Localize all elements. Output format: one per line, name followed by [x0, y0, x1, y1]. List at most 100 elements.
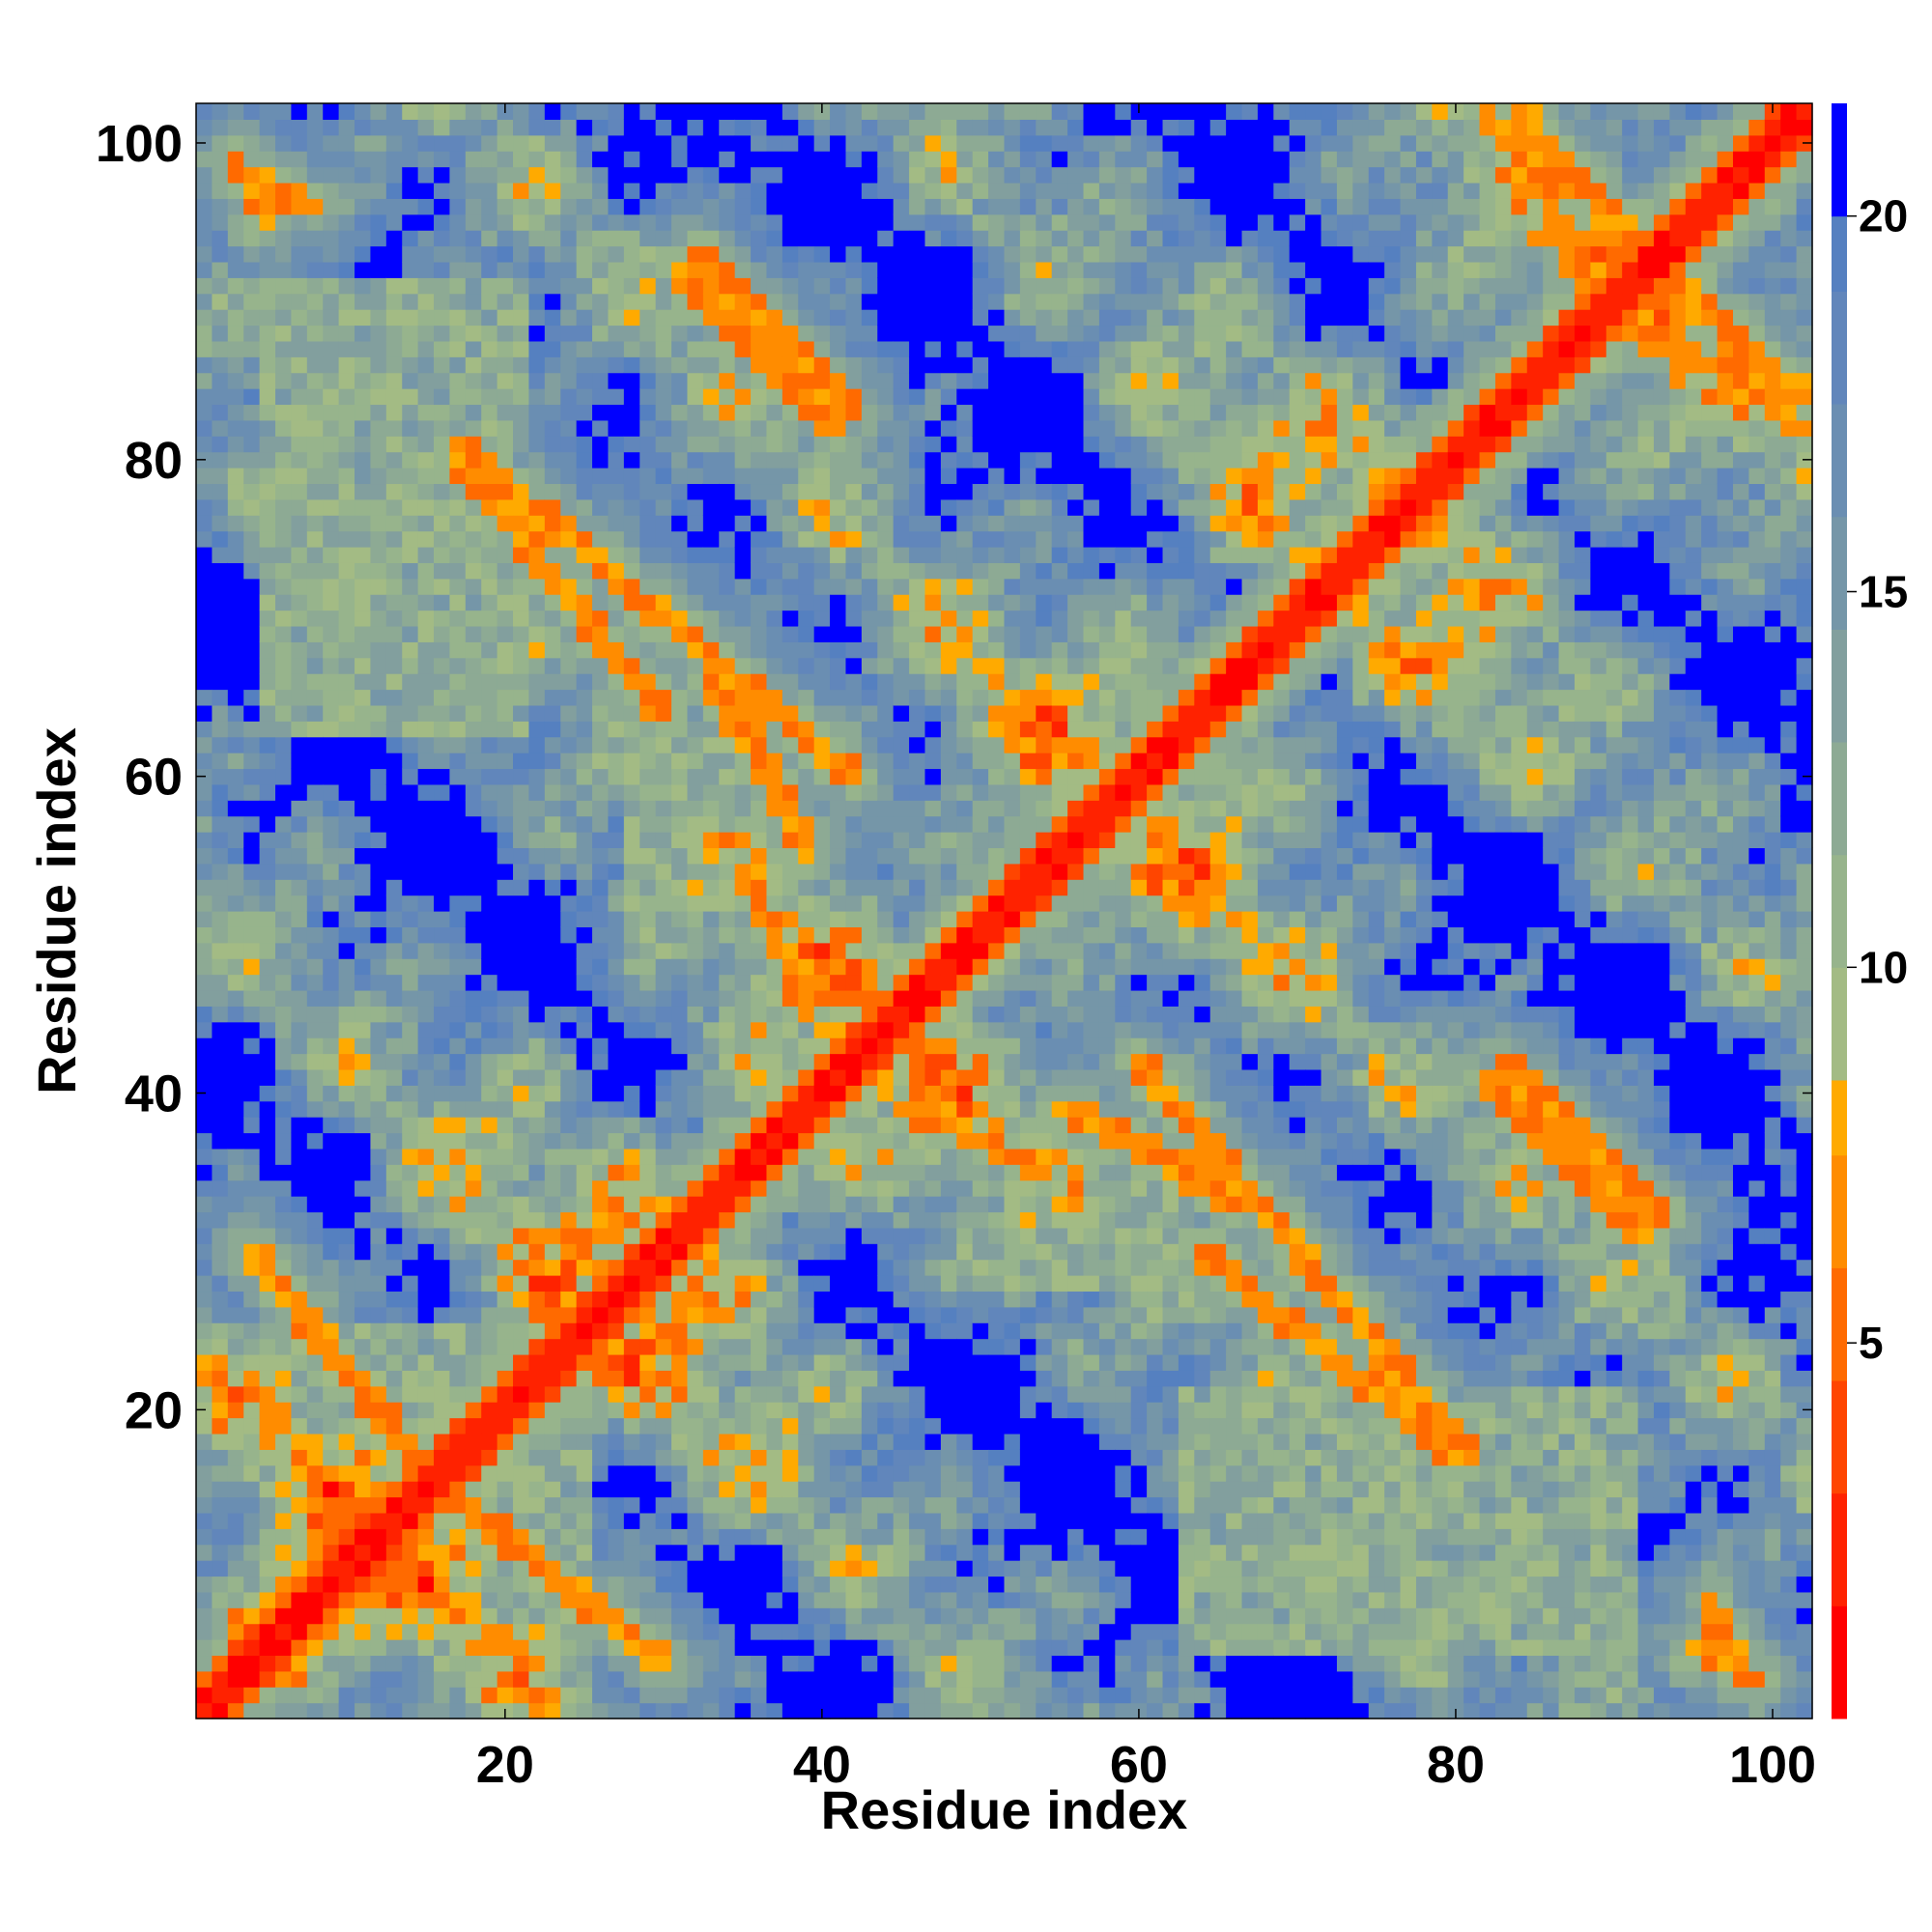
heatmap-cell [355, 768, 372, 785]
heatmap-cell [798, 1623, 815, 1640]
heatmap-cell [259, 468, 276, 485]
heatmap-cell [623, 594, 640, 611]
heatmap-cell [227, 1496, 244, 1514]
heatmap-cell [385, 974, 403, 991]
heatmap-cell [719, 1576, 736, 1593]
heatmap-cell [560, 1085, 578, 1102]
heatmap-cell [781, 1164, 799, 1181]
heatmap-cell [608, 388, 625, 406]
heatmap-cell [751, 530, 768, 548]
heatmap-cell [370, 1370, 387, 1387]
heatmap-cell [734, 498, 752, 516]
heatmap-cell [924, 689, 942, 706]
heatmap-cell [243, 815, 261, 833]
heatmap-cell [830, 863, 847, 880]
heatmap-cell [766, 1353, 783, 1371]
heatmap-cell [861, 245, 878, 263]
heatmap-cell [196, 356, 213, 374]
heatmap-cell [671, 815, 689, 833]
heatmap-cell [323, 1528, 340, 1546]
heatmap-cell [861, 1464, 878, 1482]
heatmap-cell [940, 1655, 957, 1672]
heatmap-cell [434, 1655, 451, 1672]
heatmap-cell [465, 1117, 482, 1134]
heatmap-cell [306, 151, 324, 168]
heatmap-cell [940, 340, 957, 357]
heatmap-cell [434, 832, 451, 849]
heatmap-cell [623, 847, 640, 865]
heatmap-cell [481, 1576, 498, 1593]
heatmap-cell [781, 436, 799, 453]
heatmap-cell [751, 1179, 768, 1197]
heatmap-cell [893, 293, 910, 310]
heatmap-cell [893, 926, 910, 944]
heatmap-cell [751, 293, 768, 310]
heatmap-cell [956, 293, 974, 310]
heatmap-cell [655, 1687, 672, 1704]
heatmap-cell [544, 721, 561, 738]
heatmap-cell [513, 832, 530, 849]
heatmap-cell [402, 1402, 419, 1419]
heatmap-cell [687, 1037, 704, 1055]
heatmap-cell [734, 625, 752, 642]
heatmap-cell [576, 1670, 593, 1688]
heatmap-cell [323, 1322, 340, 1340]
heatmap-cell [830, 134, 847, 152]
heatmap-cell [734, 768, 752, 785]
heatmap-cell [243, 753, 261, 770]
heatmap-cell [196, 832, 213, 849]
heatmap-cell [355, 309, 372, 327]
heatmap-cell [956, 134, 974, 152]
heatmap-cell [719, 1132, 736, 1150]
heatmap-cell [259, 926, 276, 944]
heatmap-cell [402, 1464, 419, 1482]
heatmap-cell [338, 277, 355, 295]
heatmap-cell [417, 974, 435, 991]
heatmap-cell [528, 1353, 546, 1371]
heatmap-cell [639, 1385, 657, 1403]
heatmap-cell [544, 1528, 561, 1546]
heatmap-cell [813, 768, 831, 785]
heatmap-cell [497, 1496, 514, 1514]
heatmap-cell [813, 704, 831, 722]
heatmap-cell [355, 895, 372, 912]
heatmap-cell [465, 151, 482, 168]
heatmap-cell [719, 293, 736, 310]
heatmap-cell [385, 213, 403, 231]
heatmap-cell [734, 1259, 752, 1276]
heatmap-cell [813, 1655, 831, 1672]
heatmap-cell [766, 530, 783, 548]
heatmap-cell [909, 151, 926, 168]
heatmap-cell [671, 1591, 689, 1608]
heatmap-cell [924, 1702, 942, 1719]
heatmap-cell [465, 1464, 482, 1482]
heatmap-cell [940, 926, 957, 944]
heatmap-cell [370, 1496, 387, 1514]
heatmap-cell [734, 1702, 752, 1719]
heatmap-cell [845, 1670, 863, 1688]
heatmap-cell [924, 198, 942, 215]
heatmap-cell [893, 419, 910, 437]
heatmap-cell [370, 1291, 387, 1308]
heatmap-cell [417, 1385, 435, 1403]
heatmap-cell [861, 356, 878, 374]
heatmap-cell [830, 1464, 847, 1482]
heatmap-cell [385, 119, 403, 136]
heatmap-cell [576, 657, 593, 674]
heatmap-cell [877, 245, 895, 263]
heatmap-cell [909, 1196, 926, 1213]
heatmap-cell [497, 1623, 514, 1640]
heatmap-cell [402, 594, 419, 611]
heatmap-cell [608, 1496, 625, 1514]
heatmap-cell [465, 610, 482, 627]
heatmap-cell [385, 704, 403, 722]
heatmap-cell [781, 1623, 799, 1640]
heatmap-cell [243, 1402, 261, 1419]
heatmap-cell [781, 1338, 799, 1355]
heatmap-cell [639, 1591, 657, 1608]
heatmap-cell [306, 546, 324, 563]
heatmap-cell [227, 340, 244, 357]
heatmap-cell [259, 309, 276, 327]
heatmap-cell [734, 103, 752, 120]
heatmap-cell [719, 832, 736, 849]
